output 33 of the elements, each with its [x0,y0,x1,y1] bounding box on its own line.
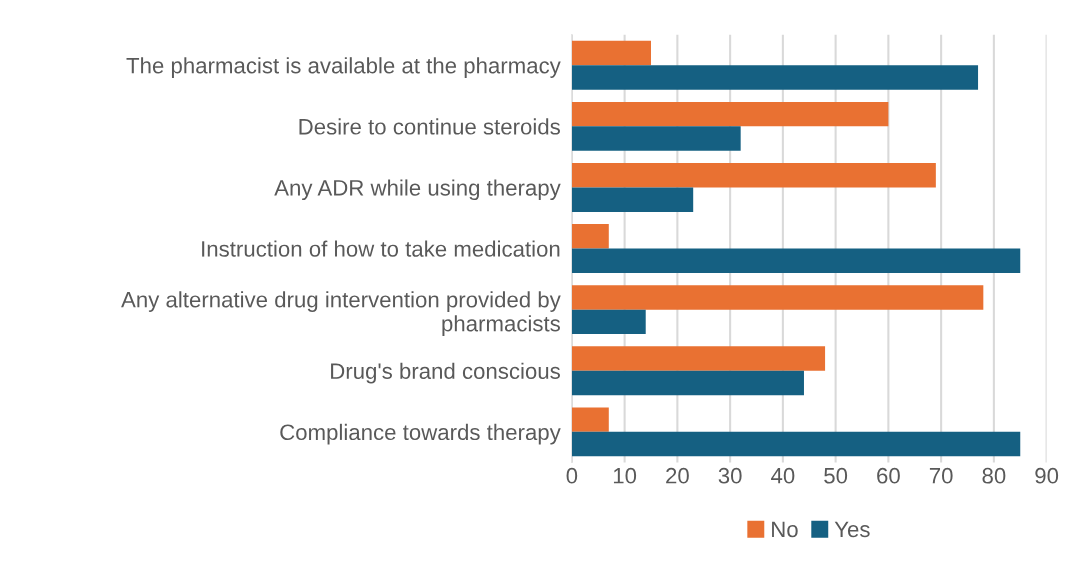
legend-label: No [772,521,798,538]
x-tick-label: 10 [613,467,637,484]
x-tick-label: 60 [877,467,900,484]
x-tick-label: 70 [929,467,953,484]
bar [571,224,609,249]
x-tick-label: 20 [666,467,689,484]
bar [571,346,826,371]
bar [571,407,609,432]
x-tick-label: 50 [824,467,848,484]
y-tick-label: Compliance towards therapy [280,423,561,445]
y-tick-label: The pharmacist is available at the pharmacy [126,57,561,78]
bar [571,163,936,188]
bar [571,65,979,90]
x-tick-label: 40 [771,467,795,484]
x-tick-label: 80 [982,467,1006,484]
bar [571,187,694,212]
y-tick-label: Any alternative drug intervention provided by pharmacists [121,291,561,336]
bar [571,431,1021,457]
bar [571,101,889,127]
bar [571,370,804,396]
y-tick-label: Desire to continue steroids [299,118,560,135]
x-tick-label: 30 [718,467,742,484]
bar [571,126,741,151]
bar [571,309,646,335]
bar [571,248,1021,273]
x-tick-label: 90 [1035,467,1059,484]
bar [571,285,984,310]
y-tick-label: Instruction of how to take medication [202,240,560,257]
y-tick-label: Drug's brand conscious [331,362,560,384]
x-tick-label: 0 [566,467,578,484]
y-tick-label: Any ADR while using therapy [274,179,561,201]
bar [571,40,651,66]
legend-label: Yes [834,521,870,538]
